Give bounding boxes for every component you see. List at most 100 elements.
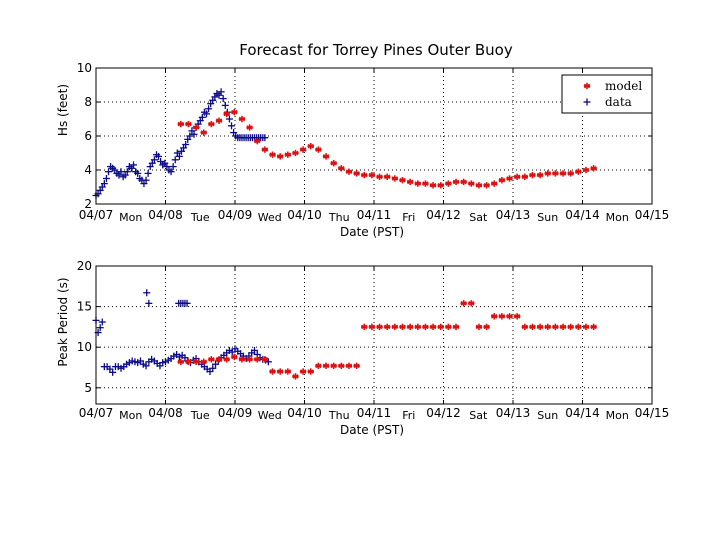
- period-model-point: [513, 313, 521, 320]
- hs-model-point: [491, 180, 498, 187]
- hs-model-point: [215, 117, 223, 124]
- hs-data-point: [123, 168, 131, 176]
- period-model-point: [192, 358, 200, 365]
- hs-model-point: [276, 153, 284, 160]
- hs-model-point: [498, 177, 506, 184]
- period-model-point: [399, 323, 406, 331]
- day-of-week-label: Wed: [258, 211, 282, 224]
- period-data-point: [209, 364, 217, 372]
- hs-data-point: [175, 152, 183, 160]
- legend: model data: [561, 74, 653, 114]
- day-of-week-label: Tue: [190, 409, 210, 422]
- legend-model-label: model: [605, 79, 642, 93]
- hs-model-point: [483, 182, 490, 189]
- x-tick-label: 04/08: [148, 208, 183, 222]
- period-data-point: [143, 289, 151, 297]
- period-model-point: [460, 300, 467, 307]
- period-y-axis-label: Peak Period (s): [56, 277, 70, 366]
- period-model-point: [475, 323, 483, 331]
- x-tick-label: 04/13: [496, 208, 531, 222]
- hs-model-point: [185, 120, 192, 128]
- y-tick-label: 20: [77, 259, 92, 273]
- period-model-point: [536, 323, 544, 331]
- period-data-point: [264, 358, 272, 366]
- period-model-point: [437, 323, 444, 331]
- figure-title: Forecast for Torrey Pines Outer Buoy: [239, 41, 513, 59]
- hs-model-point: [552, 170, 559, 177]
- y-tick-label: 4: [84, 163, 92, 177]
- legend-data-label: data: [605, 95, 632, 109]
- hs-model-point: [307, 143, 314, 150]
- period-model-point: [521, 323, 529, 331]
- hs-data-point: [186, 132, 194, 140]
- x-tick-label: 04/07: [79, 406, 114, 420]
- hs-model-point: [452, 178, 460, 186]
- hs-data-point: [130, 161, 138, 169]
- period-tick-labels: 04/07 04/08 04/09 04/10 04/11 04/12 04/13 04/14…: [77, 259, 670, 422]
- y-tick-label: 2: [84, 197, 92, 211]
- period-model-point: [315, 362, 322, 370]
- hs-model-point: [330, 160, 337, 167]
- hs-model-point: [422, 180, 429, 187]
- hs-model-point: [529, 171, 536, 179]
- hs-data-point: [190, 130, 198, 138]
- hs-model-point: [246, 124, 253, 131]
- hs-data-point: [167, 168, 175, 176]
- hs-data-point: [221, 101, 229, 109]
- period-model-point: [185, 358, 192, 365]
- hs-model-point: [559, 170, 567, 177]
- x-tick-label: 04/11: [357, 208, 392, 222]
- period-data-point: [142, 362, 150, 370]
- x-tick-label: 04/11: [357, 406, 392, 420]
- hs-model-point: [368, 171, 376, 179]
- hs-model-point: [475, 182, 483, 189]
- hs-data-point: [144, 169, 152, 177]
- period-model-point: [529, 323, 536, 331]
- period-model-point: [491, 313, 498, 320]
- day-of-week-label: Sun: [537, 409, 558, 422]
- y-tick-label: 15: [77, 300, 92, 314]
- hs-model-point: [437, 182, 444, 189]
- hs-data-point: [105, 168, 113, 176]
- period-marks: [92, 289, 597, 380]
- hs-model-point: [200, 129, 207, 136]
- period-model-point: [322, 362, 330, 370]
- day-of-week-label: Thu: [328, 211, 350, 224]
- period-model-point: [506, 313, 513, 320]
- hs-model-point: [445, 180, 452, 187]
- y-tick-label: 6: [84, 129, 92, 143]
- hs-model-point: [254, 137, 261, 145]
- period-model-point: [246, 356, 253, 363]
- legend-data-plus-icon: [583, 98, 591, 106]
- period-model-point: [200, 358, 207, 365]
- day-of-week-label: Tue: [190, 211, 210, 224]
- period-model-point: [330, 362, 337, 370]
- period-model-point: [391, 323, 399, 331]
- hs-model-point: [567, 170, 574, 177]
- hs-model-point: [315, 146, 322, 153]
- period-model-point: [353, 362, 360, 370]
- hs-data-point: [205, 105, 213, 113]
- x-tick-label: 04/13: [496, 406, 531, 420]
- hs-model-point: [299, 146, 307, 153]
- day-of-week-label: Thu: [328, 409, 350, 422]
- hs-data-point: [261, 134, 269, 142]
- hs-model-point: [521, 173, 529, 180]
- period-model-point: [177, 358, 184, 365]
- legend-box: [561, 74, 653, 114]
- hs-tick-labels: 04/07 04/08 04/09 04/10 04/11 04/12 04/13 04/14…: [77, 61, 670, 224]
- hs-data-point: [100, 180, 108, 188]
- hs-model-point: [192, 124, 200, 131]
- period-model-point: [299, 368, 307, 375]
- x-tick-label: 04/12: [426, 406, 461, 420]
- period-model-point: [590, 323, 597, 331]
- hs-model-point: [322, 153, 330, 160]
- hs-data-point: [134, 169, 142, 177]
- hs-data-point: [228, 122, 236, 130]
- hs-model-point: [345, 168, 353, 175]
- period-model-point: [215, 356, 223, 363]
- period-model-point: [376, 323, 383, 331]
- hs-model-point: [544, 170, 551, 177]
- period-model-point: [368, 323, 376, 331]
